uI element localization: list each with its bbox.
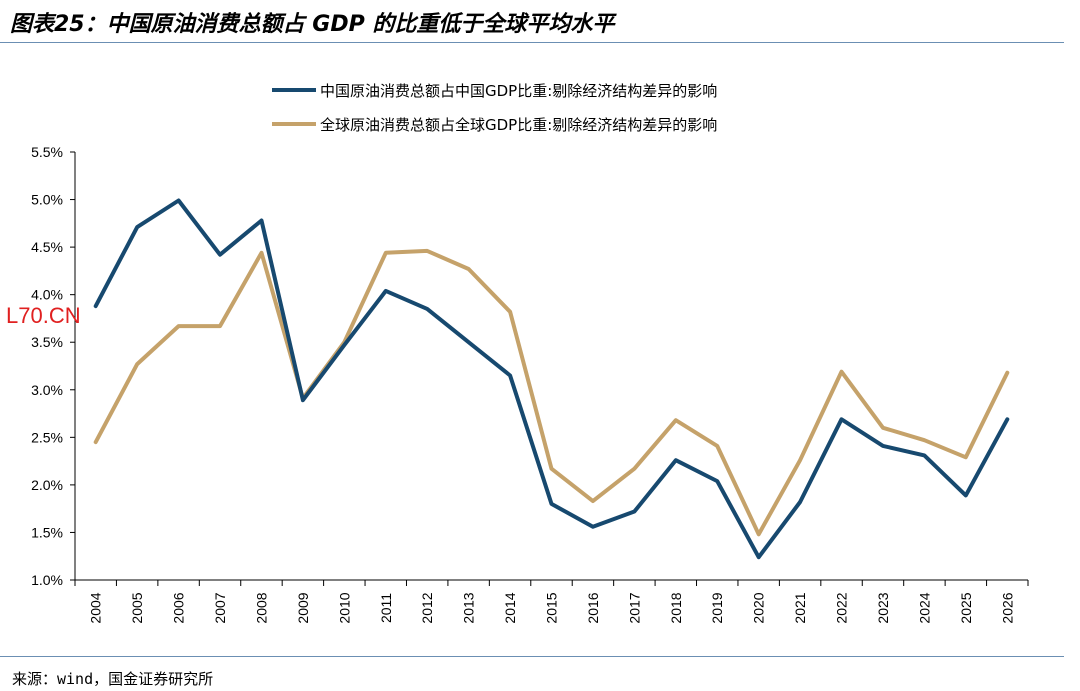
y-tick-label: 5.0% (31, 192, 63, 208)
x-tick-label: 2022 (834, 592, 850, 623)
x-tick-label: 2016 (585, 592, 601, 623)
x-tick-label: 2010 (336, 592, 352, 623)
x-tick-label: 2023 (875, 592, 891, 623)
x-tick-label: 2007 (212, 592, 228, 623)
series-line-0 (93, 198, 1010, 560)
y-axis: 1.0% 1.5% 2.0% 2.5% 3.0% 3.5% 4.0% 4.5% 5.0% 5.5% (31, 144, 76, 588)
y-tick-label: 1.0% (31, 572, 63, 588)
source-note: 来源：wind，国金证券研究所 (12, 670, 214, 688)
top-divider (0, 42, 1064, 43)
x-tick-label: 2024 (916, 592, 932, 623)
x-tick-label: 2011 (378, 593, 394, 623)
x-tick-label: 2013 (461, 592, 477, 623)
y-tick-label: 5.5% (31, 144, 63, 160)
series-line-1 (93, 248, 1010, 537)
y-tick-label: 4.5% (31, 239, 63, 255)
y-tick-label: 4.0% (31, 287, 63, 303)
series-layer (93, 198, 1010, 560)
x-tick-label: 2012 (419, 592, 435, 623)
y-tick-label: 2.0% (31, 477, 63, 493)
chart-title: 图表25：中国原油消费总额占 GDP 的比重低于全球平均水平 (10, 12, 615, 37)
x-tick-label: 2005 (129, 592, 145, 623)
legend-label-0: 中国原油消费总额占中国GDP比重:剔除经济结构差异的影响 (320, 82, 717, 100)
x-tick-label: 2008 (253, 592, 269, 623)
x-axis: 2004 2005 2006 2007 2008 2009 2010 2011 2012 2013… (74, 579, 1029, 624)
legend-label-1: 全球原油消费总额占全球GDP比重:剔除经济结构差异的影响 (320, 116, 717, 134)
y-tick-label: 1.5% (31, 524, 63, 540)
x-tick-label: 2026 (999, 592, 1015, 623)
x-tick-label: 2020 (751, 592, 767, 623)
x-tick-label: 2025 (958, 592, 974, 623)
y-tick-label: 3.0% (31, 382, 63, 398)
x-tick-label: 2015 (544, 592, 560, 623)
bottom-divider (0, 656, 1064, 657)
watermark-text: L70.CN (6, 303, 81, 328)
x-tick-label: 2009 (295, 592, 311, 623)
legend: 中国原油消费总额占中国GDP比重:剔除经济结构差异的影响全球原油消费总额占全球G… (272, 82, 717, 134)
y-tick-label: 3.5% (31, 334, 63, 350)
x-tick-label: 2021 (792, 592, 808, 623)
x-tick-label: 2004 (88, 592, 104, 623)
x-tick-label: 2019 (709, 592, 725, 623)
x-tick-label: 2018 (668, 592, 684, 623)
x-tick-label: 2014 (502, 592, 518, 623)
x-tick-label: 2017 (626, 592, 642, 623)
y-tick-label: 2.5% (31, 429, 63, 445)
x-tick-label: 2006 (171, 592, 187, 623)
